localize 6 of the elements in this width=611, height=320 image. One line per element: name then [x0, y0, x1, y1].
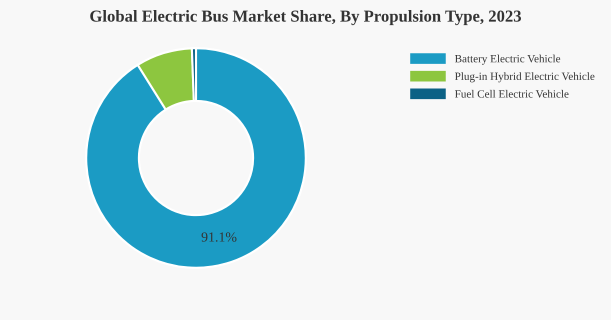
legend-label: Battery Electric Vehicle	[454, 54, 560, 65]
data-label: 91.1%	[202, 232, 236, 242]
donut-slice	[85, 47, 307, 269]
legend-label: Plug-in Hybrid Electric Vehicle	[454, 72, 594, 82]
chart-title: Global Electric Bus Market Share, By Propulsion Type, 2023	[90, 10, 522, 26]
legend-label: Fuel Cell Electric Vehicle	[454, 90, 569, 98]
